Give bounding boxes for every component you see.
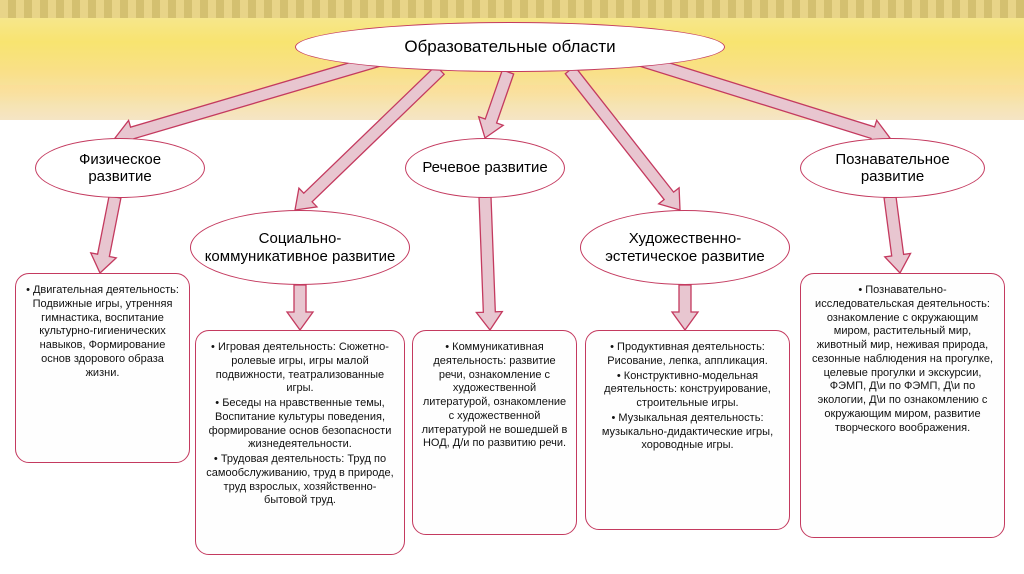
detail-item: Беседы на нравственные темы, Воспитание … — [204, 397, 396, 452]
detail-item: Музыкальная деятельность: музыкально-дид… — [594, 412, 781, 453]
detail-list: Двигательная деятельность: Подвижные игр… — [24, 284, 181, 380]
detail-item: Двигательная деятельность: Подвижные игр… — [24, 284, 181, 380]
category-ellipse-c3-label: Речевое развитие — [422, 159, 547, 176]
detail-box-d1: Двигательная деятельность: Подвижные игр… — [15, 273, 190, 463]
detail-box-d3: Коммуникативная деятельность: развитие р… — [412, 330, 577, 535]
category-ellipse-c2-label: Социально-коммуникативное развитие — [201, 230, 399, 265]
category-ellipse-c1: Физическое развитие — [35, 138, 205, 198]
detail-box-d4: Продуктивная деятельность: Рисование, ле… — [585, 330, 790, 530]
category-ellipse-c1-label: Физическое развитие — [46, 151, 194, 186]
detail-box-d5: Познавательно-исследовательская деятельн… — [800, 273, 1005, 538]
detail-list: Коммуникативная деятельность: развитие р… — [421, 341, 568, 451]
category-ellipse-c5: Познавательное развитие — [800, 138, 985, 198]
category-ellipse-c4: Художественно-эстетическое развитие — [580, 210, 790, 285]
main-ellipse: Образовательные области — [295, 22, 725, 72]
main-ellipse-label: Образовательные области — [404, 37, 615, 57]
category-ellipse-c2: Социально-коммуникативное развитие — [190, 210, 410, 285]
diagram-canvas: Образовательные области Физическое развит… — [0, 0, 1024, 574]
category-ellipse-c5-label: Познавательное развитие — [811, 151, 974, 186]
detail-item: Трудовая деятельность: Труд по самообслу… — [204, 453, 396, 508]
detail-list: Игровая деятельность: Сюжетно-ролевые иг… — [204, 341, 396, 508]
detail-item: Игровая деятельность: Сюжетно-ролевые иг… — [204, 341, 396, 396]
detail-item: Конструктивно-модельная деятельность: ко… — [594, 370, 781, 411]
category-ellipse-c3: Речевое развитие — [405, 138, 565, 198]
detail-item: Продуктивная деятельность: Рисование, ле… — [594, 341, 781, 369]
category-ellipse-c4-label: Художественно-эстетическое развитие — [591, 230, 779, 265]
detail-item: Познавательно-исследовательская деятельн… — [809, 284, 996, 435]
detail-item: Коммуникативная деятельность: развитие р… — [421, 341, 568, 451]
detail-list: Продуктивная деятельность: Рисование, ле… — [594, 341, 781, 453]
detail-box-d2: Игровая деятельность: Сюжетно-ролевые иг… — [195, 330, 405, 555]
detail-list: Познавательно-исследовательская деятельн… — [809, 284, 996, 435]
